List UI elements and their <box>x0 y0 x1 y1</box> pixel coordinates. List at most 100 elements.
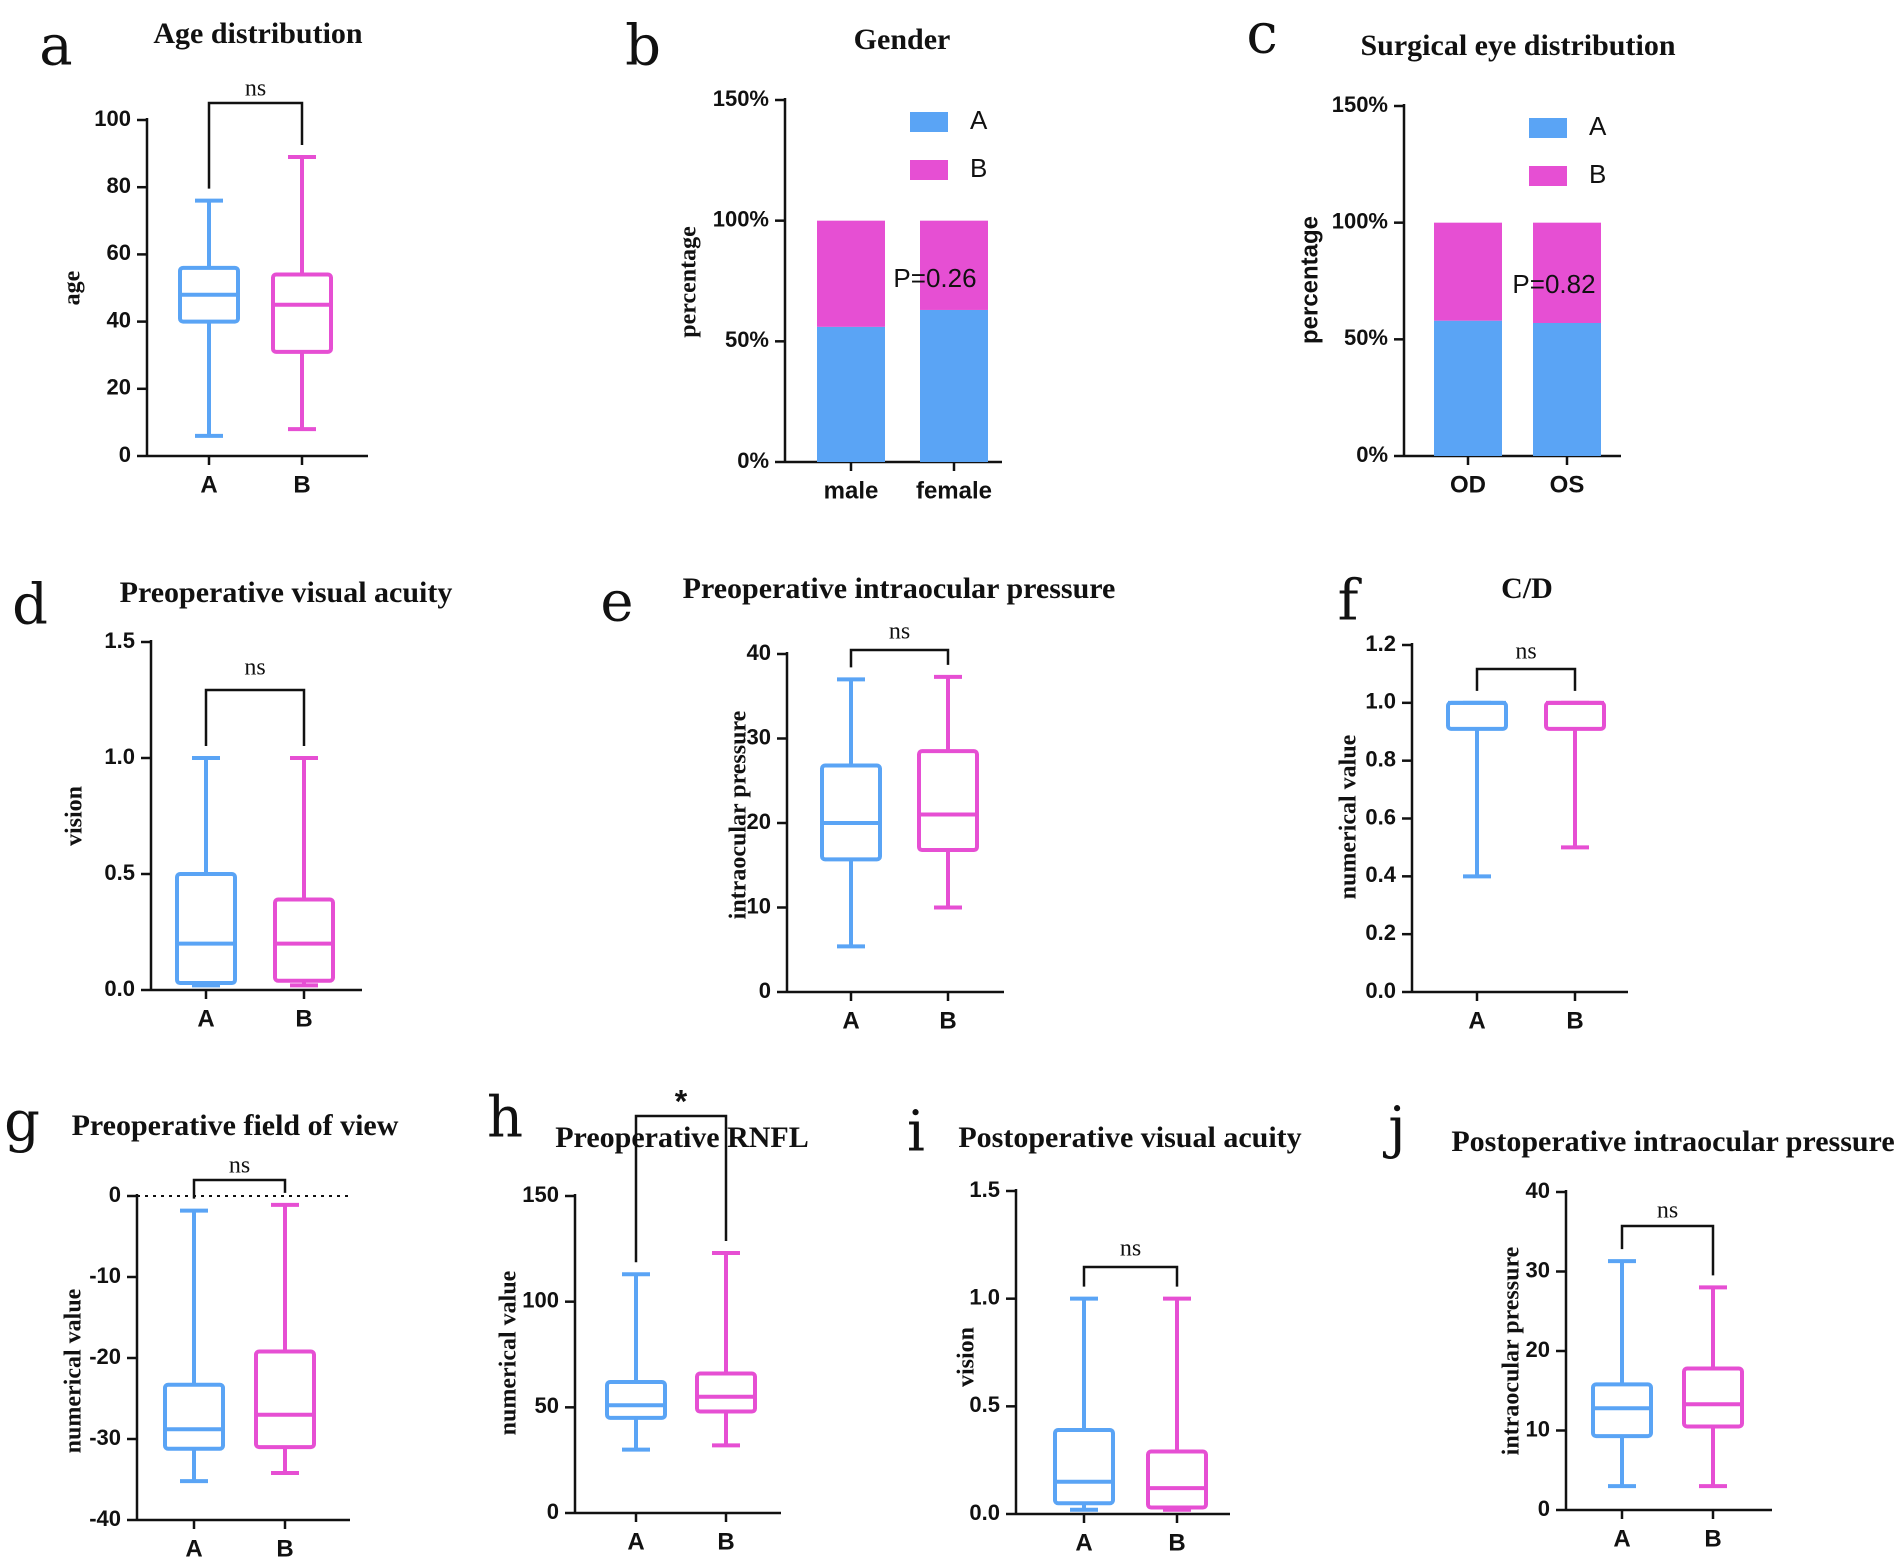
y-tick-label: 20 <box>107 375 131 400</box>
panel-title: Surgical eye distribution <box>1360 29 1675 62</box>
panel-j: j Postoperative intraocular pressure intra… <box>1382 1096 1894 1553</box>
y-tick-label: 0.0 <box>1365 978 1396 1003</box>
panel-letter: j <box>1382 1096 1405 1161</box>
significance-bracket <box>634 1114 728 1263</box>
y-tick-label: 20 <box>747 809 771 834</box>
box-B <box>273 756 335 988</box>
panel-title: Preoperative intraocular pressure <box>683 572 1116 605</box>
box-B <box>695 1251 757 1448</box>
panel-c: c Surgical eye distribution percentage 0% 50… <box>1246 2 1676 499</box>
panel-title: Postoperative intraocular pressure <box>1451 1125 1894 1158</box>
box-B <box>254 1202 316 1476</box>
panel-g: g Preoperative field of view numerical val… <box>4 1090 399 1563</box>
box-A <box>1446 700 1508 879</box>
legend-swatch-A <box>1529 118 1567 138</box>
y-axis-label: intraocular pressure <box>726 710 752 919</box>
bar-B-OS <box>1533 222 1601 323</box>
y-axis-label: numerical value <box>496 1270 522 1435</box>
y-axis-label: numerical value <box>1336 734 1362 899</box>
significance-label: ns <box>1657 1198 1678 1224</box>
significance-bracket <box>204 688 306 746</box>
panel-d: d Preoperative visual acuity vision 0.0 0.5 1… <box>12 573 452 1033</box>
y-axis-label: intraocular pressure <box>1499 1246 1525 1455</box>
bar-B-male <box>817 220 885 327</box>
box-iqr <box>695 1371 757 1414</box>
significance-label: ns <box>1120 1236 1141 1262</box>
x-category-label: A <box>1613 1525 1630 1552</box>
legend-label: B <box>1589 159 1606 189</box>
x-category-label: OS <box>1550 471 1585 498</box>
panel-e: e Preoperative intraocular pressure intrao… <box>600 570 1115 1035</box>
box-B <box>1682 1285 1744 1489</box>
y-tick-label: 150% <box>713 86 769 111</box>
bar-B-OD <box>1434 222 1502 321</box>
x-category-label: A <box>1468 1007 1485 1034</box>
significance-label: ns <box>245 76 266 102</box>
x-category-label: A <box>1075 1529 1092 1556</box>
y-tick-label: 40 <box>747 640 771 665</box>
x-category-label: OD <box>1450 471 1486 498</box>
x-category-label: A <box>197 1005 214 1032</box>
panel-letter: d <box>12 573 48 638</box>
x-category-label: B <box>276 1535 293 1562</box>
y-tick-label: 0% <box>1356 442 1388 467</box>
y-axis-label: percentage <box>676 226 702 338</box>
box-iqr <box>1544 700 1606 731</box>
significance-bracket <box>207 101 304 189</box>
panel-title: Age distribution <box>153 17 363 50</box>
legend-swatch-B <box>910 160 948 180</box>
panel-letter: f <box>1338 569 1363 634</box>
y-tick-label: 100 <box>94 106 131 131</box>
bar-A-OD <box>1434 320 1502 456</box>
box-B <box>1146 1296 1208 1512</box>
y-tick-label: 0 <box>109 1182 121 1207</box>
x-category-label: B <box>1168 1529 1185 1556</box>
x-category-label: A <box>627 1528 644 1555</box>
box-B <box>271 154 333 432</box>
panel-letter: g <box>4 1090 40 1155</box>
y-tick-label: 40 <box>1526 1178 1550 1203</box>
x-category-label: A <box>185 1535 202 1562</box>
y-tick-label: 0.5 <box>969 1392 1000 1417</box>
box-iqr <box>917 749 979 853</box>
y-tick-label: -20 <box>89 1344 121 1369</box>
box-iqr <box>1053 1428 1115 1506</box>
y-axis-label: numerical value <box>61 1288 87 1453</box>
legend-label: A <box>1589 111 1607 141</box>
legend-label: B <box>970 153 987 183</box>
panel-f: f C/D numerical value 0.0 0.2 0.4 0.6 0.8 1.0 1.2… <box>1336 569 1628 1034</box>
significance-bracket <box>1620 1224 1715 1276</box>
y-tick-label: 150% <box>1332 92 1388 117</box>
box-A <box>163 1208 225 1484</box>
y-tick-label: 0.4 <box>1365 862 1396 887</box>
panel-letter: a <box>39 14 72 79</box>
y-tick-label: 60 <box>107 240 131 265</box>
y-tick-label: -30 <box>89 1425 121 1450</box>
box-iqr <box>820 763 882 862</box>
y-axis-label: percentage <box>1296 216 1323 344</box>
y-tick-label: 10 <box>1526 1416 1550 1441</box>
box-A <box>1053 1296 1115 1512</box>
box-iqr <box>1682 1366 1744 1429</box>
y-tick-label: 0.2 <box>1365 920 1396 945</box>
y-tick-label: 1.2 <box>1365 631 1396 656</box>
x-category-label: B <box>295 1005 312 1032</box>
panel-letter: e <box>600 570 633 635</box>
y-tick-label: 50% <box>725 327 769 352</box>
significance-bracket <box>849 648 950 668</box>
y-tick-label: 1.0 <box>104 744 135 769</box>
box-iqr <box>175 872 237 986</box>
panel-title: Preoperative visual acuity <box>120 576 453 609</box>
box-iqr <box>605 1379 667 1420</box>
significance-bracket <box>1082 1265 1179 1287</box>
y-tick-label: 20 <box>1526 1337 1550 1362</box>
significance-bracket <box>1475 667 1577 691</box>
box-iqr <box>254 1349 316 1450</box>
panel-h: h Preoperative RNFL numerical value 0 50 100 1… <box>487 1083 809 1555</box>
panel-letter: i <box>907 1100 925 1165</box>
bar-B-female <box>920 220 988 310</box>
legend-label: A <box>970 105 988 135</box>
panel-i: i Postoperative visual acuity vision 0.0 0.5… <box>907 1100 1302 1557</box>
y-tick-label: 1.0 <box>1365 689 1396 714</box>
